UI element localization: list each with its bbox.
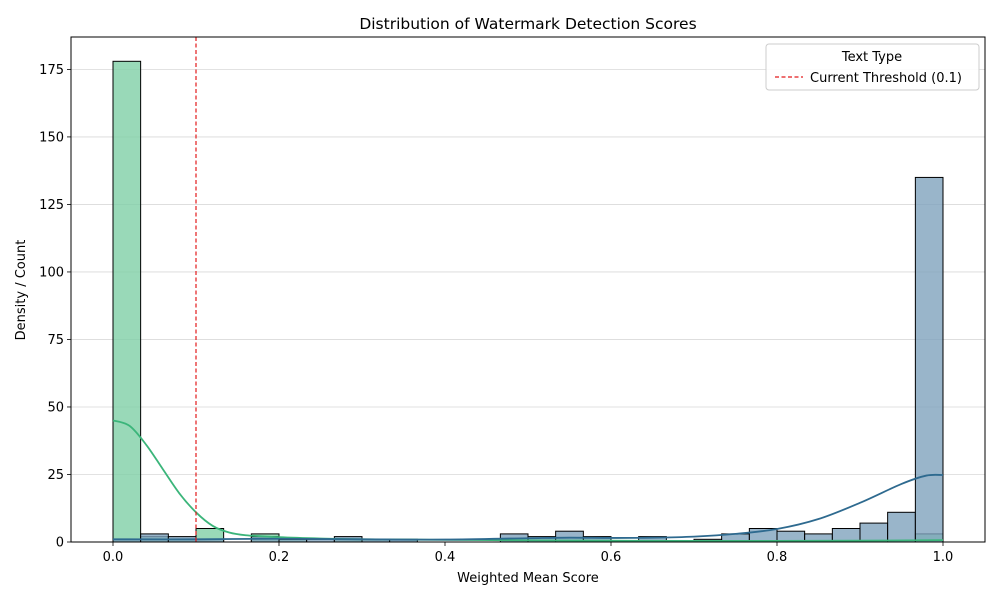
y-tick-label: 75 (47, 333, 64, 348)
legend-entry-threshold: Current Threshold (0.1) (810, 71, 962, 86)
legend-title: Text Type (841, 50, 902, 65)
y-axis-label: Density / Count (14, 240, 29, 341)
y-tick-label: 50 (47, 400, 64, 415)
y-axis-ticks: 0 25 50 75 100 125 150 175 (39, 63, 71, 551)
y-tick-label: 100 (39, 265, 64, 280)
y-tick-label: 0 (56, 536, 64, 551)
x-tick-label: 0.4 (435, 550, 456, 565)
x-tick-label: 0.0 (103, 550, 124, 565)
x-axis-ticks: 0.0 0.2 0.4 0.6 0.8 1.0 (103, 542, 954, 565)
y-tick-label: 125 (39, 198, 64, 213)
kde-curve-series-2 (112, 473, 944, 541)
x-tick-label: 1.0 (933, 550, 954, 565)
histogram-bar-series-2 (914, 176, 944, 543)
x-tick-label: 0.6 (601, 550, 622, 565)
y-tick-label: 25 (47, 468, 64, 483)
histogram-bars (112, 60, 944, 543)
grid-lines (71, 69, 985, 543)
x-axis-label: Weighted Mean Score (457, 571, 599, 586)
legend: Text Type Current Threshold (0.1) (765, 43, 980, 91)
plot-area-frame (70, 36, 986, 543)
x-tick-label: 0.8 (767, 550, 788, 565)
histogram-bar-series-2 (887, 511, 916, 543)
histogram-bar-series-2 (859, 522, 889, 543)
y-tick-label: 150 (39, 130, 64, 145)
kde-curve-series-1 (112, 419, 944, 542)
chart-title: Distribution of Watermark Detection Scor… (359, 15, 696, 33)
legend-box (765, 43, 980, 91)
histogram-bar-series-2 (140, 533, 169, 543)
kde-curves (112, 419, 944, 542)
y-tick-label: 175 (39, 63, 64, 78)
x-tick-label: 0.2 (269, 550, 290, 565)
histogram-bar-series-1 (112, 60, 142, 543)
